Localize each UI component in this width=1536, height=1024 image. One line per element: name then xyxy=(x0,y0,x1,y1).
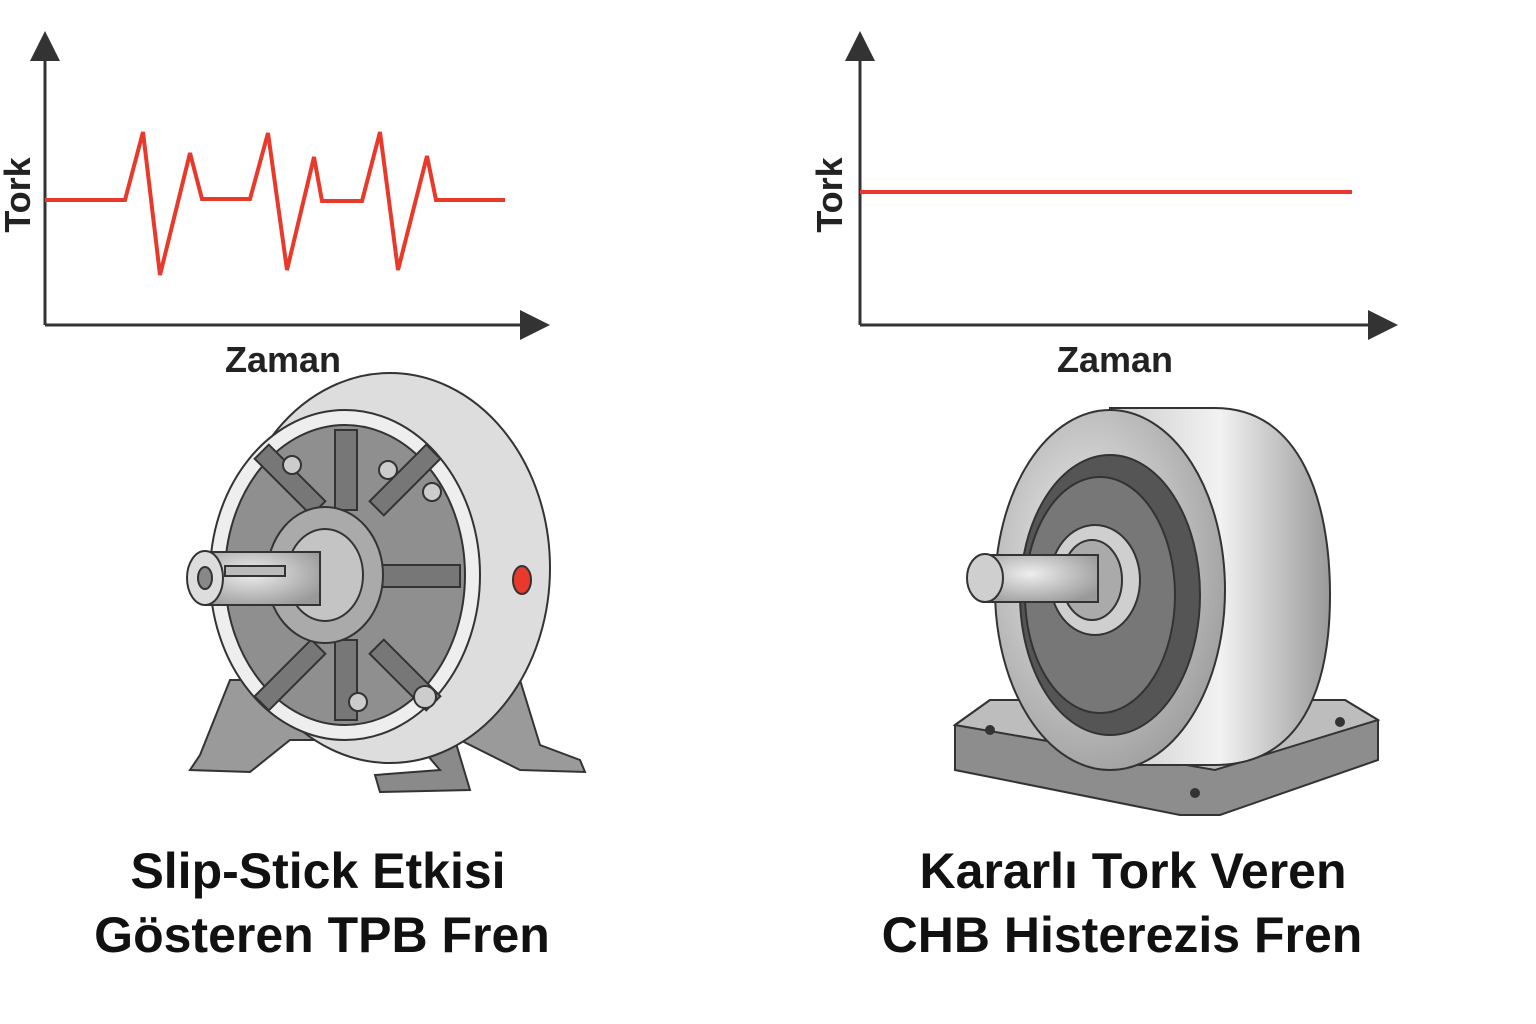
torque-line xyxy=(45,131,505,276)
left-chart: Tork Zaman xyxy=(0,31,550,380)
y-label: Tork xyxy=(809,156,850,232)
caption-line: Kararlı Tork Veren xyxy=(919,843,1346,899)
caption-line: Slip-Stick Etkisi xyxy=(130,843,505,899)
y-label: Tork xyxy=(0,156,38,232)
caption-line: Gösteren TPB Fren xyxy=(94,907,550,963)
tpb-brake xyxy=(186,372,587,794)
x-label: Zaman xyxy=(225,339,341,380)
right-chart: Tork Zaman xyxy=(809,31,1398,380)
caption-line: CHB Histerezis Fren xyxy=(882,907,1363,963)
chb-brake xyxy=(952,407,1381,816)
x-label: Zaman xyxy=(1057,339,1173,380)
